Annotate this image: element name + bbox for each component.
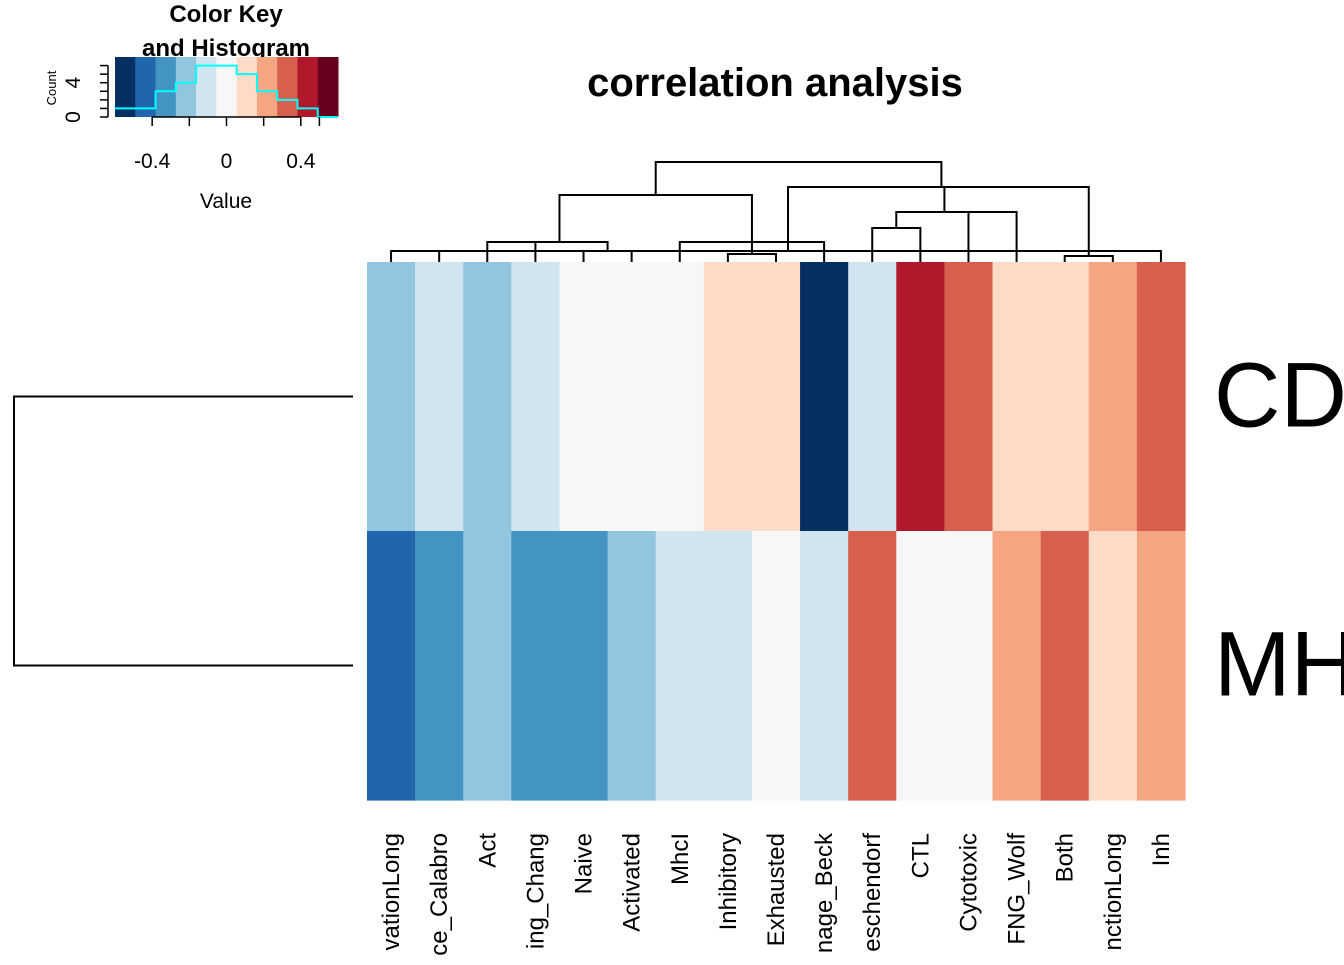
color-key-histogram (115, 64, 338, 118)
color-key-swatch (236, 57, 258, 117)
color-key-swatch (175, 57, 197, 117)
heatmap-cell (703, 262, 753, 532)
heatmap-cell (655, 531, 705, 801)
color-key-y-tick-label: 0 (62, 111, 85, 123)
heatmap-cell (896, 531, 946, 801)
heatmap-cell (848, 262, 897, 532)
heatmap-cell (559, 262, 609, 532)
color-key-swatch (297, 57, 319, 117)
heatmap-cell (1136, 531, 1186, 801)
dendrogram-branch (787, 186, 1090, 256)
color-key-swatch (135, 57, 157, 117)
column-label: nage_Beck (811, 832, 838, 953)
color-key-swatch (317, 57, 339, 117)
heatmap-cell (367, 531, 416, 801)
heatmap-cell (655, 262, 705, 532)
dendrogram-branch (390, 250, 441, 262)
heatmap-cell (1040, 262, 1090, 532)
dendrogram-branch (415, 250, 1162, 262)
heatmap-cell (463, 531, 512, 801)
column-label: Act (474, 833, 501, 868)
column-labels: vationLong ce_Calabro Act ing_Chang Naive Act… (378, 832, 1175, 956)
color-key-swatch (155, 57, 177, 117)
heatmap-cell (703, 531, 753, 801)
heatmap-cell (992, 531, 1042, 801)
heatmap-cell (1040, 531, 1090, 801)
column-label: Exhausted (763, 833, 790, 946)
heatmap-cell (1136, 262, 1186, 532)
heatmap-cell (800, 262, 849, 532)
dendrogram-branch (511, 241, 609, 251)
column-label: nctionLong (1100, 833, 1127, 950)
color-key-swatch (256, 57, 278, 117)
heatmap-cell (800, 531, 849, 801)
color-key-x-tick-label: -0.4 (134, 150, 171, 173)
column-dendrogram (390, 161, 1162, 262)
dendrogram-branch (654, 161, 943, 195)
heatmap-cell (511, 531, 561, 801)
column-label: Naive (571, 833, 598, 894)
row-label: MH (1214, 614, 1344, 716)
heatmap-cell (751, 262, 801, 532)
color-key-title-line1: Color Key (169, 1, 283, 28)
color-key-swatch (115, 57, 136, 117)
row-labels: CD MH (1214, 345, 1344, 716)
histogram-line (115, 64, 338, 118)
heatmap-cell (1088, 262, 1138, 532)
column-label: Activated (619, 833, 646, 932)
dendrogram-branch (1063, 255, 1114, 262)
dendrogram-branch (558, 194, 753, 242)
color-key-swatch (277, 57, 298, 117)
color-key-y-tick-label: 4 (62, 77, 85, 89)
dendrogram-branch (967, 211, 1018, 262)
color-key-axes: -0.4 0 0.4 0 4 (62, 64, 321, 173)
column-label: CTL (907, 833, 934, 878)
column-label: Inh (1148, 833, 1175, 866)
column-label: FNG_Wolf (1004, 833, 1031, 945)
column-label: eschendorf (859, 833, 886, 952)
heatmap-cell (463, 262, 512, 532)
heatmap-cell (848, 531, 897, 801)
dendrogram-branch (871, 227, 922, 262)
heatmap-cell (944, 531, 994, 801)
heatmap-cell (992, 262, 1042, 532)
dendrogram-branch (938, 186, 946, 212)
column-label: MhcI (667, 833, 694, 885)
heatmap-cell (511, 262, 561, 532)
row-dendrogram-branch (13, 395, 353, 667)
column-label: Cytotoxic (955, 833, 982, 932)
heatmap-cell (415, 262, 464, 532)
column-label: vationLong (378, 833, 405, 950)
row-label: CD (1214, 345, 1344, 447)
chart-title: correlation analysis (587, 61, 963, 105)
heatmap-cell (751, 531, 801, 801)
heatmap-cell (559, 531, 609, 801)
color-key-xlabel: Value (200, 190, 252, 213)
heatmap-cell (415, 531, 464, 801)
heatmap-cell (1088, 531, 1138, 801)
color-key-swatch (216, 57, 238, 117)
heatmap-cell (944, 262, 994, 532)
color-key-x-tick-label: 0.4 (286, 150, 316, 173)
color-key-ylabel: Count (44, 70, 59, 105)
heatmap-cell (367, 262, 416, 532)
color-key-x-tick-label: 0 (221, 150, 233, 173)
heatmap-cell (607, 531, 657, 801)
color-key-swatch (196, 57, 217, 117)
column-label: ce_Calabro (426, 833, 453, 956)
heatmap-cell (896, 262, 946, 532)
heatmap-cell (607, 262, 657, 532)
dendrogram-branch (895, 211, 993, 228)
row-dendrogram (13, 395, 353, 667)
heatmap-cells (367, 262, 1186, 801)
column-label: ing_Chang (522, 833, 549, 949)
color-key-gradient (115, 57, 339, 117)
column-label: Inhibitory (715, 833, 742, 930)
column-label: Both (1052, 833, 1079, 882)
dendrogram-branch (582, 250, 633, 262)
dendrogram-branch (726, 253, 777, 262)
